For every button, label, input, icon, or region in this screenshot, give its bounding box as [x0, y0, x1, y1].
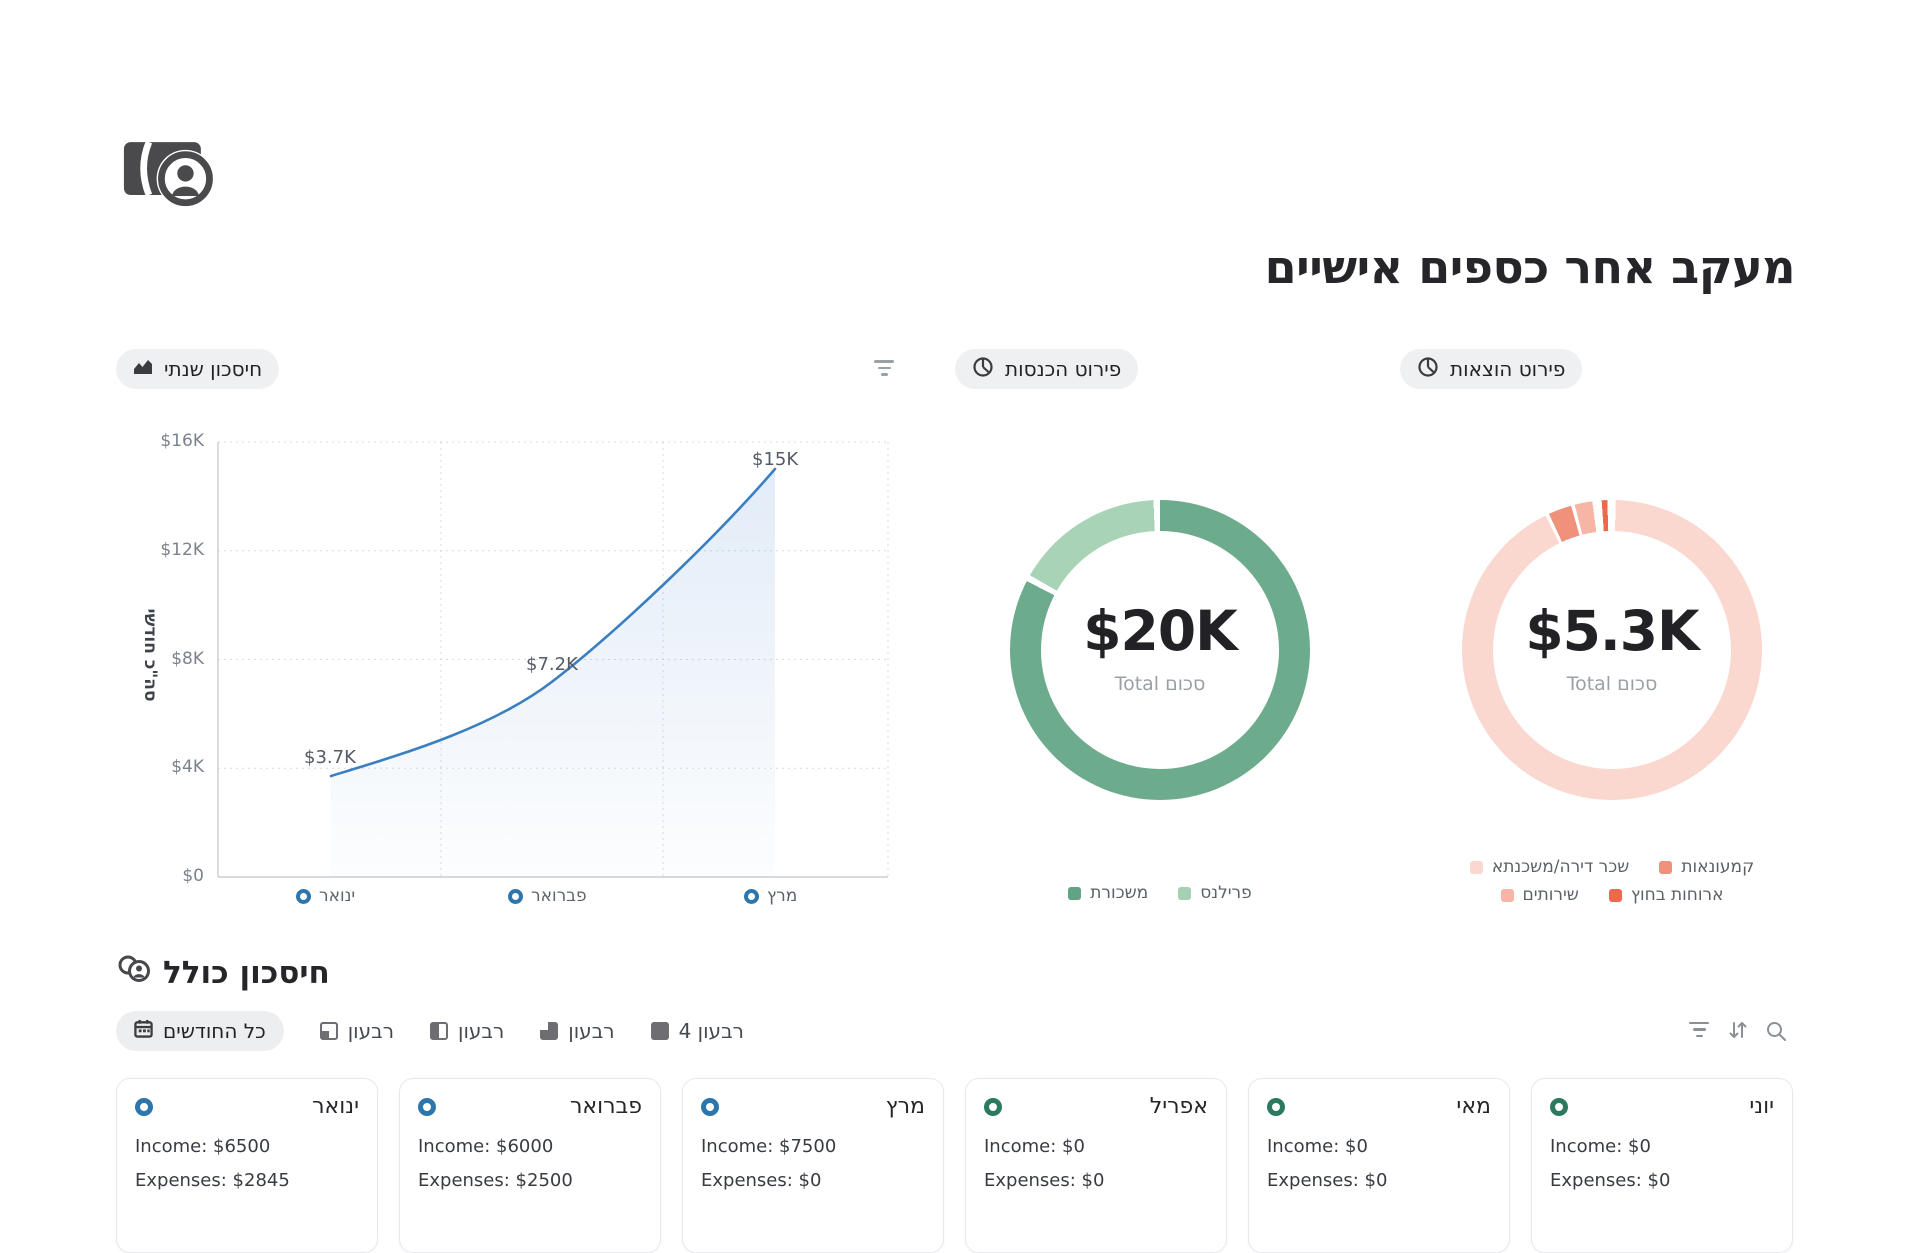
- card-expenses: Expenses: $0: [701, 1170, 822, 1191]
- month-marker-icon: [1550, 1097, 1568, 1116]
- legend-swatch: [1659, 860, 1673, 874]
- income-legend: משכורת פרילנס: [1010, 883, 1310, 903]
- search-icon[interactable]: [1764, 1019, 1788, 1047]
- badge-income-breakdown[interactable]: פירוט הכנסות: [955, 349, 1139, 389]
- coins-icon: [116, 954, 152, 992]
- card-expenses: Expenses: $2500: [418, 1170, 573, 1191]
- legend-item-eating-out[interactable]: ארוחות בחוץ: [1608, 885, 1724, 905]
- legend-swatch: [1178, 886, 1192, 900]
- legend-item-utilities[interactable]: שירותים: [1500, 885, 1579, 905]
- tab-quarter-3[interactable]: רבעון: [540, 1019, 615, 1043]
- donut-hole: [1041, 531, 1279, 769]
- x-label-february: פברואר: [508, 886, 587, 906]
- calendar-icon: [134, 1019, 153, 1043]
- card-income: Income: $0: [1550, 1136, 1651, 1157]
- card-income: Income: $0: [984, 1136, 1085, 1157]
- legend-swatch: [1608, 888, 1622, 902]
- y-tick: $12K: [160, 540, 204, 560]
- income-donut-chart: [1010, 500, 1310, 800]
- data-point-label-february: $7.2K: [526, 654, 578, 675]
- expense-total-subtitle: סכום Total: [1566, 673, 1658, 695]
- annual-savings-line-chart: [217, 441, 889, 878]
- legend-item-retail[interactable]: קמעונאות: [1659, 857, 1754, 877]
- quarter-1-icon: [319, 1022, 338, 1040]
- expense-donut-chart: [1462, 500, 1762, 800]
- filter-icon[interactable]: [1688, 1022, 1710, 1041]
- month-card-june[interactable]: יוני Income: $0 Expenses: $0: [1531, 1078, 1793, 1253]
- series-marker-icon: [744, 888, 759, 904]
- pie-chart-icon: [1417, 356, 1439, 383]
- card-expenses: Expenses: $0: [1267, 1170, 1388, 1191]
- badge-label: פירוט הוצאות: [1450, 357, 1566, 381]
- month-marker-icon: [701, 1097, 719, 1116]
- card-month: אפריל: [1149, 1094, 1208, 1119]
- tab-quarter-4[interactable]: רבעון 4: [650, 1019, 744, 1043]
- month-card-february[interactable]: פברואר Income: $6000 Expenses: $2500: [399, 1078, 661, 1253]
- app-logo-money-icon: [122, 132, 222, 214]
- period-tabs: כל החודשים רבעון רבעון רבעון רבעון 4: [116, 1010, 744, 1052]
- card-expenses: Expenses: $2845: [135, 1170, 290, 1191]
- badge-label: פירוט הכנסות: [1005, 357, 1122, 381]
- y-tick: $8K: [171, 649, 204, 669]
- y-tick: $16K: [160, 431, 204, 451]
- badge-annual-savings[interactable]: חיסכון שנתי: [116, 349, 280, 389]
- donut-hole: [1493, 531, 1731, 769]
- quarter-3-icon: [540, 1022, 559, 1040]
- month-marker-icon: [418, 1097, 436, 1116]
- card-month: פברואר: [570, 1094, 642, 1119]
- series-marker-icon: [508, 888, 523, 904]
- income-total-subtitle: סכום Total: [1114, 673, 1206, 695]
- expense-legend-row-1: שכר דירה/משכנתא קמעונאות: [1412, 857, 1812, 877]
- legend-item-salary[interactable]: משכורת: [1068, 883, 1148, 903]
- card-expenses: Expenses: $0: [984, 1170, 1105, 1191]
- section-title-total-savings: חיסכון כולל: [116, 954, 330, 992]
- month-card-march[interactable]: מרץ Income: $7500 Expenses: $0: [682, 1078, 944, 1253]
- tab-all-months[interactable]: כל החודשים: [116, 1011, 284, 1051]
- data-point-label-march: $15K: [752, 449, 799, 470]
- income-total: $20K: [1083, 599, 1237, 663]
- card-month: מרץ: [885, 1094, 925, 1119]
- legend-swatch: [1500, 888, 1514, 902]
- expense-legend-row-2: שירותים ארוחות בחוץ: [1412, 885, 1812, 905]
- legend-swatch: [1068, 886, 1082, 900]
- expense-total: $5.3K: [1525, 599, 1699, 663]
- month-card-may[interactable]: מאי Income: $0 Expenses: $0: [1248, 1078, 1510, 1253]
- sort-icon[interactable]: [1725, 1017, 1751, 1047]
- legend-item-rent-mortgage[interactable]: שכר דירה/משכנתא: [1469, 857, 1629, 877]
- quarter-4-icon: [650, 1022, 669, 1040]
- data-point-label-january: $3.7K: [304, 747, 356, 768]
- tab-quarter-1[interactable]: רבעון: [319, 1019, 394, 1043]
- pie-chart-icon: [972, 356, 994, 383]
- card-month: מאי: [1456, 1094, 1491, 1119]
- y-tick: $0: [182, 866, 204, 886]
- card-income: Income: $0: [1267, 1136, 1368, 1157]
- card-month: יוני: [1749, 1094, 1774, 1119]
- y-tick: $4K: [171, 757, 204, 777]
- legend-swatch: [1469, 860, 1483, 874]
- series-marker-icon: [296, 888, 311, 904]
- card-month: ינואר: [312, 1094, 359, 1119]
- badge-label: חיסכון שנתי: [164, 357, 263, 381]
- y-axis-title: סה"כ חודשי: [140, 608, 160, 702]
- area-chart-icon: [133, 357, 153, 381]
- card-income: Income: $7500: [701, 1136, 837, 1157]
- quarter-2-icon: [430, 1022, 448, 1040]
- month-marker-icon: [135, 1097, 153, 1116]
- page-title: מעקב אחר כספים אישיים: [1264, 240, 1796, 294]
- x-label-march: מרץ: [744, 886, 797, 906]
- chart-filter-icon[interactable]: [872, 360, 896, 380]
- month-marker-icon: [1267, 1097, 1285, 1116]
- legend-item-freelance[interactable]: פרילנס: [1178, 883, 1252, 903]
- x-label-january: ינואר: [296, 886, 355, 906]
- month-card-january[interactable]: ינואר Income: $6500 Expenses: $2845: [116, 1078, 378, 1253]
- card-income: Income: $6500: [135, 1136, 271, 1157]
- month-card-april[interactable]: אפריל Income: $0 Expenses: $0: [965, 1078, 1227, 1253]
- tab-quarter-2[interactable]: רבעון: [430, 1019, 504, 1043]
- card-income: Income: $6000: [418, 1136, 554, 1157]
- card-expenses: Expenses: $0: [1550, 1170, 1671, 1191]
- month-marker-icon: [984, 1097, 1002, 1116]
- month-cards-row: ינואר Income: $6500 Expenses: $2845 פברו…: [116, 1078, 1793, 1253]
- badge-expense-breakdown[interactable]: פירוט הוצאות: [1400, 349, 1583, 389]
